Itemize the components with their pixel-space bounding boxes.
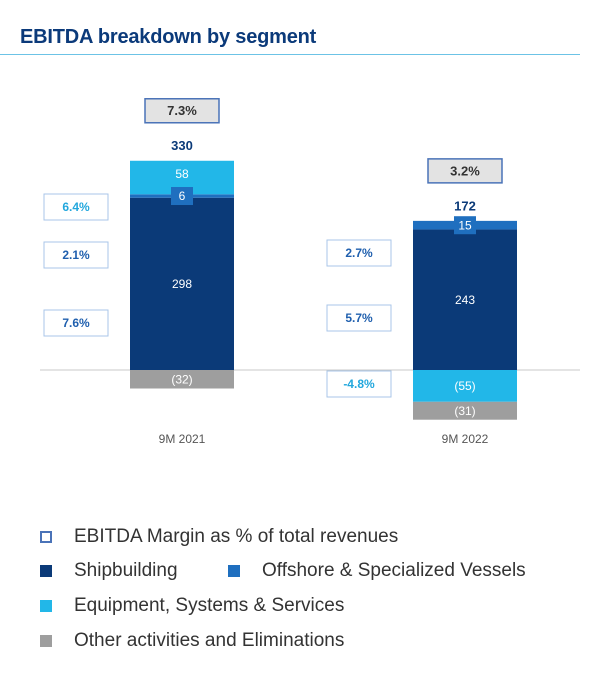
margin-box-equipment-1: [43, 193, 109, 221]
bar-other-2: [413, 401, 517, 420]
margin-box-offshore-2: [326, 239, 392, 267]
margin-label-offshore-2: 2.7%: [345, 246, 373, 260]
margin-label-equipment-1: 6.4%: [62, 200, 90, 214]
label-other-2: (31): [454, 404, 475, 418]
bar-equipment-2: [413, 370, 517, 402]
category-label-1: 9M 2021: [159, 432, 206, 446]
label-other-1: (32): [171, 372, 192, 386]
offshore-label-box-2: [454, 216, 476, 235]
bar-shipbuilding-1: [130, 197, 234, 370]
margin-label-shipbuilding-2: 5.7%: [345, 311, 373, 325]
total-margin-box-1: [144, 98, 220, 124]
label-offshore-1: 6: [179, 189, 186, 203]
margin-box-equipment-2: [326, 370, 392, 398]
total-label-2: 172: [454, 198, 476, 213]
label-shipbuilding-1: 298: [172, 277, 192, 291]
total-margin-label-2: 3.2%: [450, 163, 480, 178]
total-label-1: 330: [171, 138, 193, 153]
total-margin-box-2: [427, 158, 503, 184]
margin-label-shipbuilding-1: 7.6%: [62, 316, 90, 330]
label-offshore-2: 15: [458, 218, 472, 232]
bar-shipbuilding-2: [413, 229, 517, 370]
bar-other-1: [130, 370, 234, 389]
label-shipbuilding-2: 243: [455, 293, 475, 307]
margin-box-offshore-1: [43, 241, 109, 269]
offshore-label-box-1: [171, 187, 193, 206]
label-equipment-2: (55): [454, 379, 475, 393]
margin-box-shipbuilding-1: [43, 309, 109, 337]
chart-title: EBITDA breakdown by segment: [20, 26, 317, 48]
category-label-2: 9M 2022: [442, 432, 489, 446]
margin-label-equipment-2: -4.8%: [343, 377, 375, 391]
margin-box-shipbuilding-2: [326, 304, 392, 332]
label-equipment-1: 58: [175, 167, 189, 181]
title-divider: [0, 54, 580, 55]
total-margin-label-1: 7.3%: [167, 103, 197, 118]
margin-label-offshore-1: 2.1%: [62, 248, 90, 262]
